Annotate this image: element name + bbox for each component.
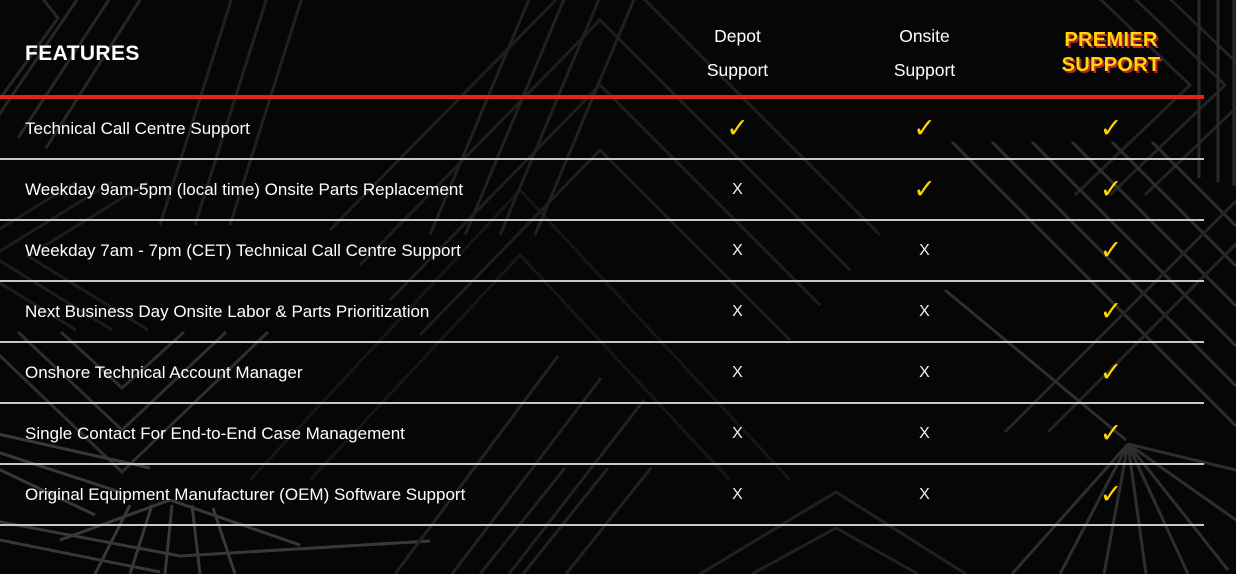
premier-mark: ✓ <box>1099 235 1123 266</box>
onsite-mark: X <box>919 241 930 259</box>
table-row: Onshore Technical Account Manager X X ✓ <box>0 343 1204 404</box>
depot-mark: X <box>732 241 743 259</box>
premier-header-line2: SUPPORT <box>1061 53 1161 76</box>
premier-header-line1: PREMIER <box>1064 28 1158 51</box>
depot-mark: X <box>732 180 743 198</box>
depot-mark: X <box>732 302 743 320</box>
onsite-mark: ✓ <box>913 113 936 144</box>
depot-mark: ✓ <box>726 113 749 144</box>
onsite-mark: X <box>919 302 930 320</box>
support-comparison-table: FEATURES Depot Support Onsite Support PR… <box>0 0 1204 526</box>
onsite-mark: X <box>919 363 930 381</box>
premier-mark: ✓ <box>1099 479 1123 510</box>
premier-mark: ✓ <box>1099 418 1123 449</box>
onsite-header-line1: Onsite <box>899 25 950 46</box>
table-header-row: FEATURES Depot Support Onsite Support PR… <box>0 0 1204 95</box>
column-header-premier-support: PREMIER SUPPORT <box>1018 0 1204 95</box>
depot-header-line1: Depot <box>714 25 761 46</box>
feature-label: Original Equipment Manufacturer (OEM) So… <box>25 484 466 504</box>
onsite-mark: ✓ <box>913 174 936 205</box>
depot-header-line2: Support <box>706 59 769 80</box>
table-row: Original Equipment Manufacturer (OEM) So… <box>0 465 1204 526</box>
feature-label: Weekday 7am - 7pm (CET) Technical Call C… <box>25 240 461 260</box>
premier-mark: ✓ <box>1099 174 1123 205</box>
depot-mark: X <box>732 485 743 503</box>
table-row: Weekday 7am - 7pm (CET) Technical Call C… <box>0 221 1204 282</box>
feature-label: Next Business Day Onsite Labor & Parts P… <box>25 301 430 321</box>
onsite-mark: X <box>919 424 930 442</box>
column-header-onsite-support: Onsite Support <box>831 0 1018 95</box>
table-row: Technical Call Centre Support ✓ ✓ ✓ <box>0 99 1204 160</box>
onsite-header-line2: Support <box>893 59 956 80</box>
premier-mark: ✓ <box>1099 296 1123 327</box>
feature-label: Technical Call Centre Support <box>25 118 250 138</box>
table-row: Weekday 9am-5pm (local time) Onsite Part… <box>0 160 1204 221</box>
feature-label: Weekday 9am-5pm (local time) Onsite Part… <box>25 179 464 199</box>
feature-label: Single Contact For End-to-End Case Manag… <box>25 423 405 443</box>
column-header-depot-support: Depot Support <box>644 0 831 95</box>
depot-mark: X <box>732 363 743 381</box>
premier-mark: ✓ <box>1099 113 1123 144</box>
depot-mark: X <box>732 424 743 442</box>
feature-label: Onshore Technical Account Manager <box>25 362 303 382</box>
premier-mark: ✓ <box>1099 357 1123 388</box>
table-row: Single Contact For End-to-End Case Manag… <box>0 404 1204 465</box>
onsite-mark: X <box>919 485 930 503</box>
features-column-header: FEATURES <box>25 41 140 65</box>
header-divider-red <box>0 95 1204 99</box>
table-row: Next Business Day Onsite Labor & Parts P… <box>0 282 1204 343</box>
